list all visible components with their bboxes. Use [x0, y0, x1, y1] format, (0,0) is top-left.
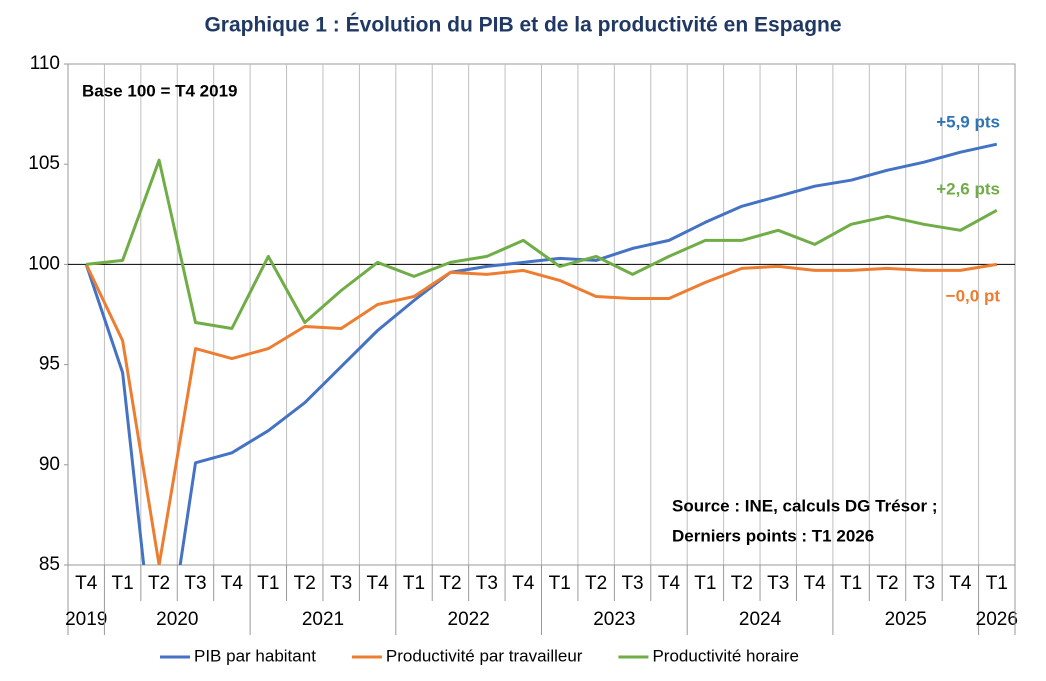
x-tick-label: T1 — [694, 573, 716, 594]
x-tick-label: T1 — [112, 573, 134, 594]
y-tick-label: 110 — [30, 53, 60, 74]
x-tick-label: T3 — [476, 573, 498, 594]
x-group-label: 2026 — [976, 609, 1018, 630]
x-tick-label: T4 — [512, 573, 535, 594]
plot-lines — [84, 142, 998, 565]
series-line — [84, 142, 998, 565]
x-tick-label: T2 — [439, 573, 461, 594]
x-tick-label: T1 — [549, 573, 571, 594]
x-tick-label: T4 — [804, 573, 827, 594]
x-group-label: 2024 — [739, 609, 782, 630]
annotation: +2,6 pts — [936, 179, 1000, 198]
x-tick-label: T1 — [257, 573, 279, 594]
legend-label: Productivité par travailleur — [386, 646, 583, 665]
series-line — [84, 262, 998, 565]
x-tick-label: T2 — [585, 573, 607, 594]
legend-label: PIB par habitant — [194, 646, 316, 665]
x-tick-label: T2 — [876, 573, 898, 594]
x-group-label: 2025 — [885, 609, 927, 630]
x-tick-label: T4 — [658, 573, 681, 594]
series-line — [86, 158, 998, 330]
y-tick-label: 100 — [28, 253, 60, 274]
x-tick-label: T4 — [221, 573, 244, 594]
x-tick-label: T3 — [767, 573, 789, 594]
annotation: Source : INE, calculs DG Trésor ; — [672, 496, 937, 515]
x-group-label: 2019 — [65, 609, 107, 630]
x-tick-label: T1 — [986, 573, 1008, 594]
x-tick-label: T4 — [949, 573, 972, 594]
x-tick-label: T2 — [294, 573, 316, 594]
x-group-label: 2021 — [302, 609, 344, 630]
x-tick-label: T3 — [621, 573, 643, 594]
y-tick-label: 85 — [39, 554, 60, 575]
x-group-label: 2023 — [593, 609, 635, 630]
chart-title: Graphique 1 : Évolution du PIB et de la … — [204, 14, 841, 37]
legend-label: Productivité horaire — [652, 646, 798, 665]
x-tick-label: T4 — [75, 573, 98, 594]
x-group-label: 2020 — [156, 609, 198, 630]
x-tick-label: T1 — [403, 573, 425, 594]
y-tick-label: 105 — [28, 153, 60, 174]
x-tick-label: T1 — [840, 573, 862, 594]
x-tick-label: T2 — [731, 573, 753, 594]
x-tick-label: T2 — [148, 573, 170, 594]
x-tick-label: T3 — [913, 573, 935, 594]
x-tick-label: T3 — [184, 573, 206, 594]
annotation: Derniers points : T1 2026 — [672, 526, 874, 545]
y-tick-label: 90 — [39, 454, 60, 475]
x-group-label: 2022 — [448, 609, 490, 630]
y-tick-label: 95 — [39, 354, 60, 375]
x-tick-label: T3 — [330, 573, 352, 594]
x-tick-label: T4 — [367, 573, 390, 594]
annotation: −0,0 pt — [946, 286, 1001, 305]
annotation: Base 100 = T4 2019 — [82, 81, 237, 100]
annotation: +5,9 pts — [936, 112, 1000, 131]
